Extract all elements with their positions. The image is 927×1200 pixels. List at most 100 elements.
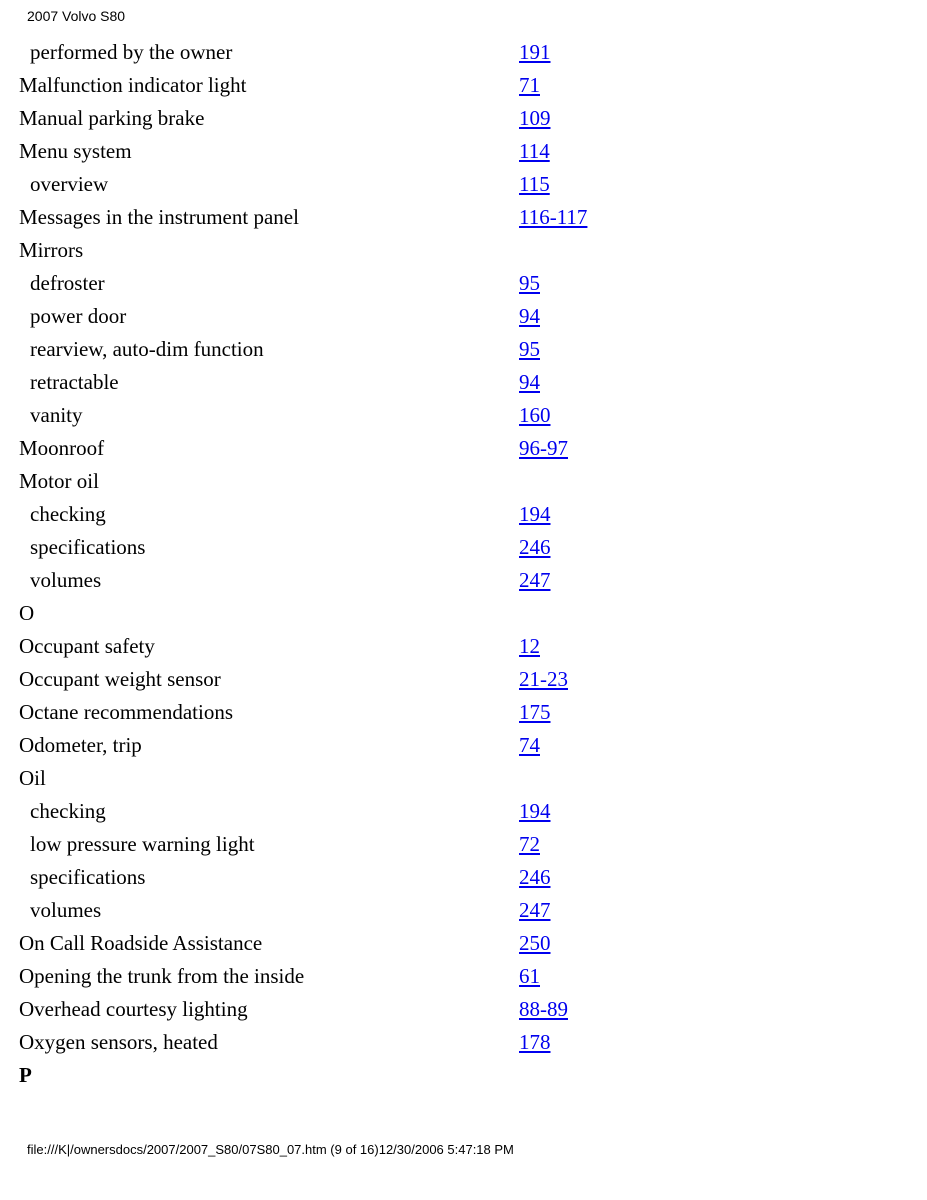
index-label: performed by the owner — [19, 42, 519, 63]
index-row: specifications246 — [19, 867, 907, 888]
index-label: Odometer, trip — [19, 735, 519, 756]
page-link[interactable]: 250 — [519, 931, 551, 955]
index-page: 88-89 — [519, 999, 568, 1020]
index-page: 160 — [519, 405, 551, 426]
index-row: volumes247 — [19, 900, 907, 921]
index-row: specifications246 — [19, 537, 907, 558]
index-row: Octane recommendations175 — [19, 702, 907, 723]
index-page: 61 — [519, 966, 540, 987]
page-link[interactable]: 21-23 — [519, 667, 568, 691]
page-link[interactable]: 74 — [519, 733, 540, 757]
index-row: low pressure warning light72 — [19, 834, 907, 855]
page-link[interactable]: 94 — [519, 304, 540, 328]
index-page: 12 — [519, 636, 540, 657]
page-link[interactable]: 71 — [519, 73, 540, 97]
page-link[interactable]: 194 — [519, 799, 551, 823]
index-label: checking — [19, 504, 519, 525]
index-row: Opening the trunk from the inside61 — [19, 966, 907, 987]
index-label: defroster — [19, 273, 519, 294]
index-row: checking194 — [19, 504, 907, 525]
index-table: performed by the owner191 Malfunction in… — [0, 42, 927, 1086]
index-row: Oxygen sensors, heated178 — [19, 1032, 907, 1053]
index-row: rearview, auto-dim function95 — [19, 339, 907, 360]
index-page: 72 — [519, 834, 540, 855]
index-label: Messages in the instrument panel — [19, 207, 519, 228]
index-page: 247 — [519, 900, 551, 921]
index-page: 246 — [519, 867, 551, 888]
index-label: power door — [19, 306, 519, 327]
index-page: 194 — [519, 504, 551, 525]
page-link[interactable]: 109 — [519, 106, 551, 130]
index-label: Oil — [19, 768, 519, 789]
index-row: O — [19, 603, 907, 624]
index-row: Messages in the instrument panel116-117 — [19, 207, 907, 228]
index-label: Occupant weight sensor — [19, 669, 519, 690]
index-page: 246 — [519, 537, 551, 558]
index-page: 250 — [519, 933, 551, 954]
index-row: Odometer, trip74 — [19, 735, 907, 756]
index-page: 116-117 — [519, 207, 587, 228]
index-label: retractable — [19, 372, 519, 393]
index-label: Opening the trunk from the inside — [19, 966, 519, 987]
index-row: retractable94 — [19, 372, 907, 393]
index-label: specifications — [19, 537, 519, 558]
page-link[interactable]: 95 — [519, 271, 540, 295]
index-row: checking194 — [19, 801, 907, 822]
doc-header: 2007 Volvo S80 — [0, 0, 927, 42]
index-page: 94 — [519, 372, 540, 393]
page-link[interactable]: 178 — [519, 1030, 551, 1054]
index-label: O — [19, 603, 519, 624]
index-page: 21-23 — [519, 669, 568, 690]
index-label: Overhead courtesy lighting — [19, 999, 519, 1020]
index-label: specifications — [19, 867, 519, 888]
page-link[interactable]: 246 — [519, 865, 551, 889]
index-label: volumes — [19, 570, 519, 591]
index-label: Mirrors — [19, 240, 519, 261]
index-label: P — [19, 1065, 519, 1086]
page-link[interactable]: 191 — [519, 40, 551, 64]
index-page: 96-97 — [519, 438, 568, 459]
page-link[interactable]: 94 — [519, 370, 540, 394]
page-link[interactable]: 247 — [519, 568, 551, 592]
index-row: Overhead courtesy lighting88-89 — [19, 999, 907, 1020]
page-link[interactable]: 115 — [519, 172, 550, 196]
page-link[interactable]: 160 — [519, 403, 551, 427]
page-link[interactable]: 194 — [519, 502, 551, 526]
index-row: Manual parking brake109 — [19, 108, 907, 129]
doc-footer: file:///K|/ownersdocs/2007/2007_S80/07S8… — [0, 1098, 927, 1167]
index-label: Manual parking brake — [19, 108, 519, 129]
index-row: Menu system114 — [19, 141, 907, 162]
page-link[interactable]: 12 — [519, 634, 540, 658]
index-row: vanity160 — [19, 405, 907, 426]
page-link[interactable]: 175 — [519, 700, 551, 724]
index-row: Occupant weight sensor21-23 — [19, 669, 907, 690]
index-page: 74 — [519, 735, 540, 756]
index-row: overview115 — [19, 174, 907, 195]
page-link[interactable]: 95 — [519, 337, 540, 361]
index-page: 175 — [519, 702, 551, 723]
index-page: 191 — [519, 42, 551, 63]
page-link[interactable]: 114 — [519, 139, 550, 163]
index-page: 178 — [519, 1032, 551, 1053]
index-row: defroster95 — [19, 273, 907, 294]
page-link[interactable]: 96-97 — [519, 436, 568, 460]
page-link[interactable]: 72 — [519, 832, 540, 856]
page-link[interactable]: 61 — [519, 964, 540, 988]
page-link[interactable]: 88-89 — [519, 997, 568, 1021]
index-label: Oxygen sensors, heated — [19, 1032, 519, 1053]
index-page: 109 — [519, 108, 551, 129]
index-label: On Call Roadside Assistance — [19, 933, 519, 954]
page-link[interactable]: 247 — [519, 898, 551, 922]
index-page: 114 — [519, 141, 550, 162]
index-label: Malfunction indicator light — [19, 75, 519, 96]
page-link[interactable]: 116-117 — [519, 205, 587, 229]
index-label: Menu system — [19, 141, 519, 162]
index-page: 95 — [519, 339, 540, 360]
index-page: 94 — [519, 306, 540, 327]
index-page: 247 — [519, 570, 551, 591]
index-row: performed by the owner191 — [19, 42, 907, 63]
index-label: Occupant safety — [19, 636, 519, 657]
index-row: Moonroof96-97 — [19, 438, 907, 459]
page-link[interactable]: 246 — [519, 535, 551, 559]
index-label: low pressure warning light — [19, 834, 519, 855]
